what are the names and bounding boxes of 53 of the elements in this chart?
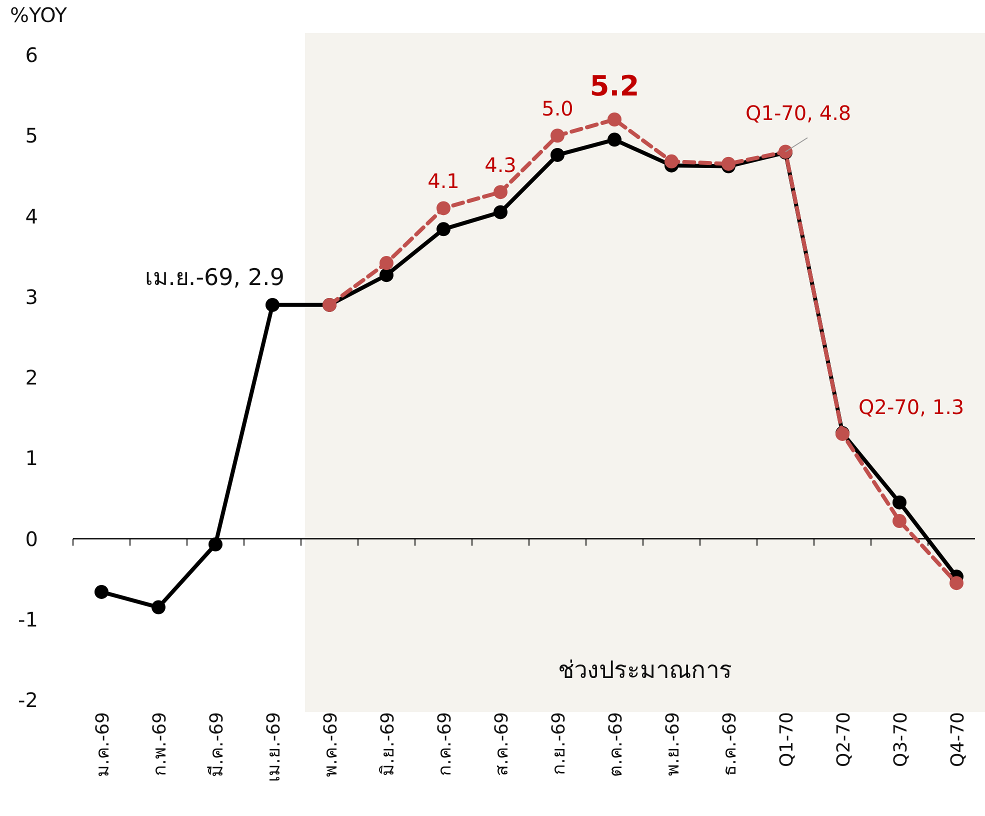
point xyxy=(380,256,394,270)
point xyxy=(94,584,108,599)
y-tick-label: 6 xyxy=(25,43,38,67)
x-tick-label: ต.ค.-69 xyxy=(606,712,626,777)
x-tick-label: ก.พ.-69 xyxy=(150,712,170,776)
y-tick-label: 1 xyxy=(25,446,38,470)
x-tick-label: ส.ค.-69 xyxy=(492,712,512,776)
point xyxy=(608,132,622,147)
point xyxy=(950,576,964,590)
data-label: 5.2 xyxy=(590,70,640,102)
x-tick-label: ธ.ค.-69 xyxy=(720,712,740,776)
y-tick-label: 4 xyxy=(25,204,38,228)
point xyxy=(266,298,280,312)
point xyxy=(664,154,678,168)
point xyxy=(550,128,564,143)
data-label: Q2-70, 1.3 xyxy=(858,394,964,419)
y-tick-label: -1 xyxy=(18,607,38,632)
point xyxy=(436,222,450,236)
x-tick-label: มี.ค.-69 xyxy=(206,712,228,777)
data-label: 4.3 xyxy=(484,153,516,178)
point xyxy=(208,537,222,552)
x-tick-label: เม.ย.-69 xyxy=(264,712,284,782)
y-axis-title: %YOY xyxy=(10,3,68,27)
x-tick-label: ก.ค.-69 xyxy=(434,712,456,776)
x-tick-label: Q2-70 xyxy=(834,712,854,768)
data-label: 4.1 xyxy=(428,169,460,194)
x-tick-label: ก.ย.-69 xyxy=(548,712,570,775)
x-tick-label: ม.ค.-69 xyxy=(92,712,114,777)
point xyxy=(152,600,166,614)
y-tick-label: -2 xyxy=(18,688,38,712)
y-tick-label: 0 xyxy=(25,526,38,551)
point xyxy=(608,112,622,126)
x-tick-label: พ.ย.-69 xyxy=(662,712,684,776)
data-label: Q1-70, 4.8 xyxy=(746,100,852,125)
x-tick-label: Q3-70 xyxy=(890,712,912,768)
point xyxy=(892,514,906,528)
point xyxy=(550,148,564,162)
x-tick-label: มิ.ย.-69 xyxy=(378,712,398,776)
point xyxy=(380,268,394,282)
x-tick-label: Q4-70 xyxy=(948,712,968,768)
y-tick-label: 5 xyxy=(25,124,38,148)
data-label: เม.ย.-69, 2.9 xyxy=(145,264,284,291)
point xyxy=(722,156,736,171)
data-label: 5.0 xyxy=(542,96,574,121)
point xyxy=(436,201,450,216)
y-tick-label: 3 xyxy=(25,284,38,309)
x-tick-label: Q1-70 xyxy=(776,712,798,768)
y-tick-label: 2 xyxy=(25,366,38,390)
point xyxy=(892,495,906,510)
band-label: ช่วงประมาณการ xyxy=(558,656,732,684)
point xyxy=(494,205,508,220)
point xyxy=(494,185,508,200)
x-tick-label: พ.ค.-69 xyxy=(320,712,342,777)
